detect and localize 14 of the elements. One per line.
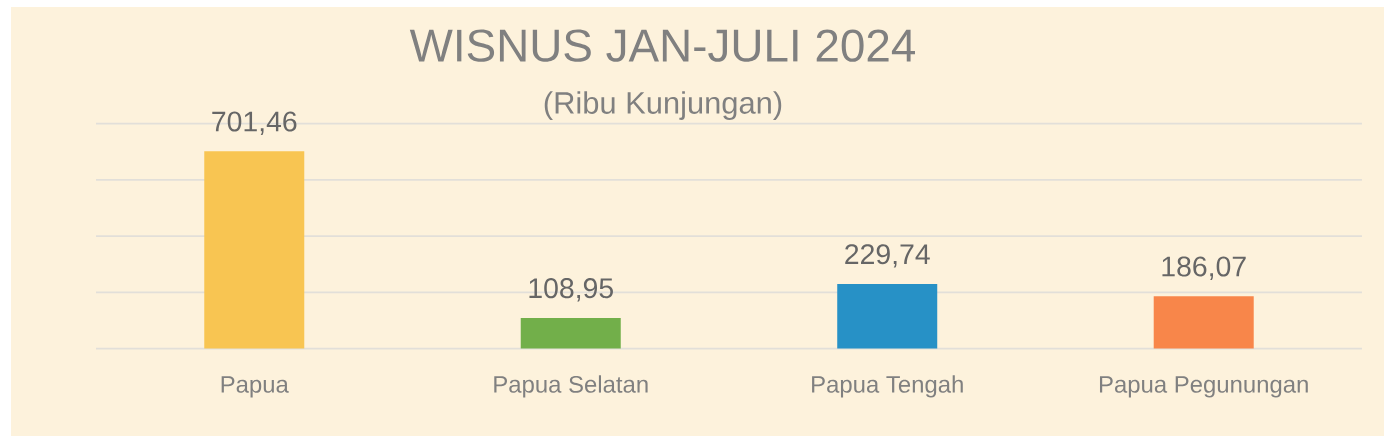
x-tick-label: Papua Selatan xyxy=(494,375,648,398)
data-label: 229,74 xyxy=(845,244,930,268)
x-tick-label: Papua Tengah xyxy=(812,375,963,398)
bar xyxy=(837,283,938,349)
x-tick-label: Papua Pegunungan xyxy=(1099,376,1308,398)
chart-title: WISNUS JAN-JULI 2024 xyxy=(409,29,915,62)
bar xyxy=(520,317,621,349)
bar xyxy=(1153,296,1254,349)
x-tick-label: Papua xyxy=(221,376,289,398)
bar xyxy=(204,151,305,349)
data-label: 108,95 xyxy=(529,278,613,302)
chart-subtitle: (Ribu Kunjungan) xyxy=(544,91,782,120)
data-label: 701,46 xyxy=(212,111,297,135)
data-label: 186,07 xyxy=(1162,256,1246,280)
